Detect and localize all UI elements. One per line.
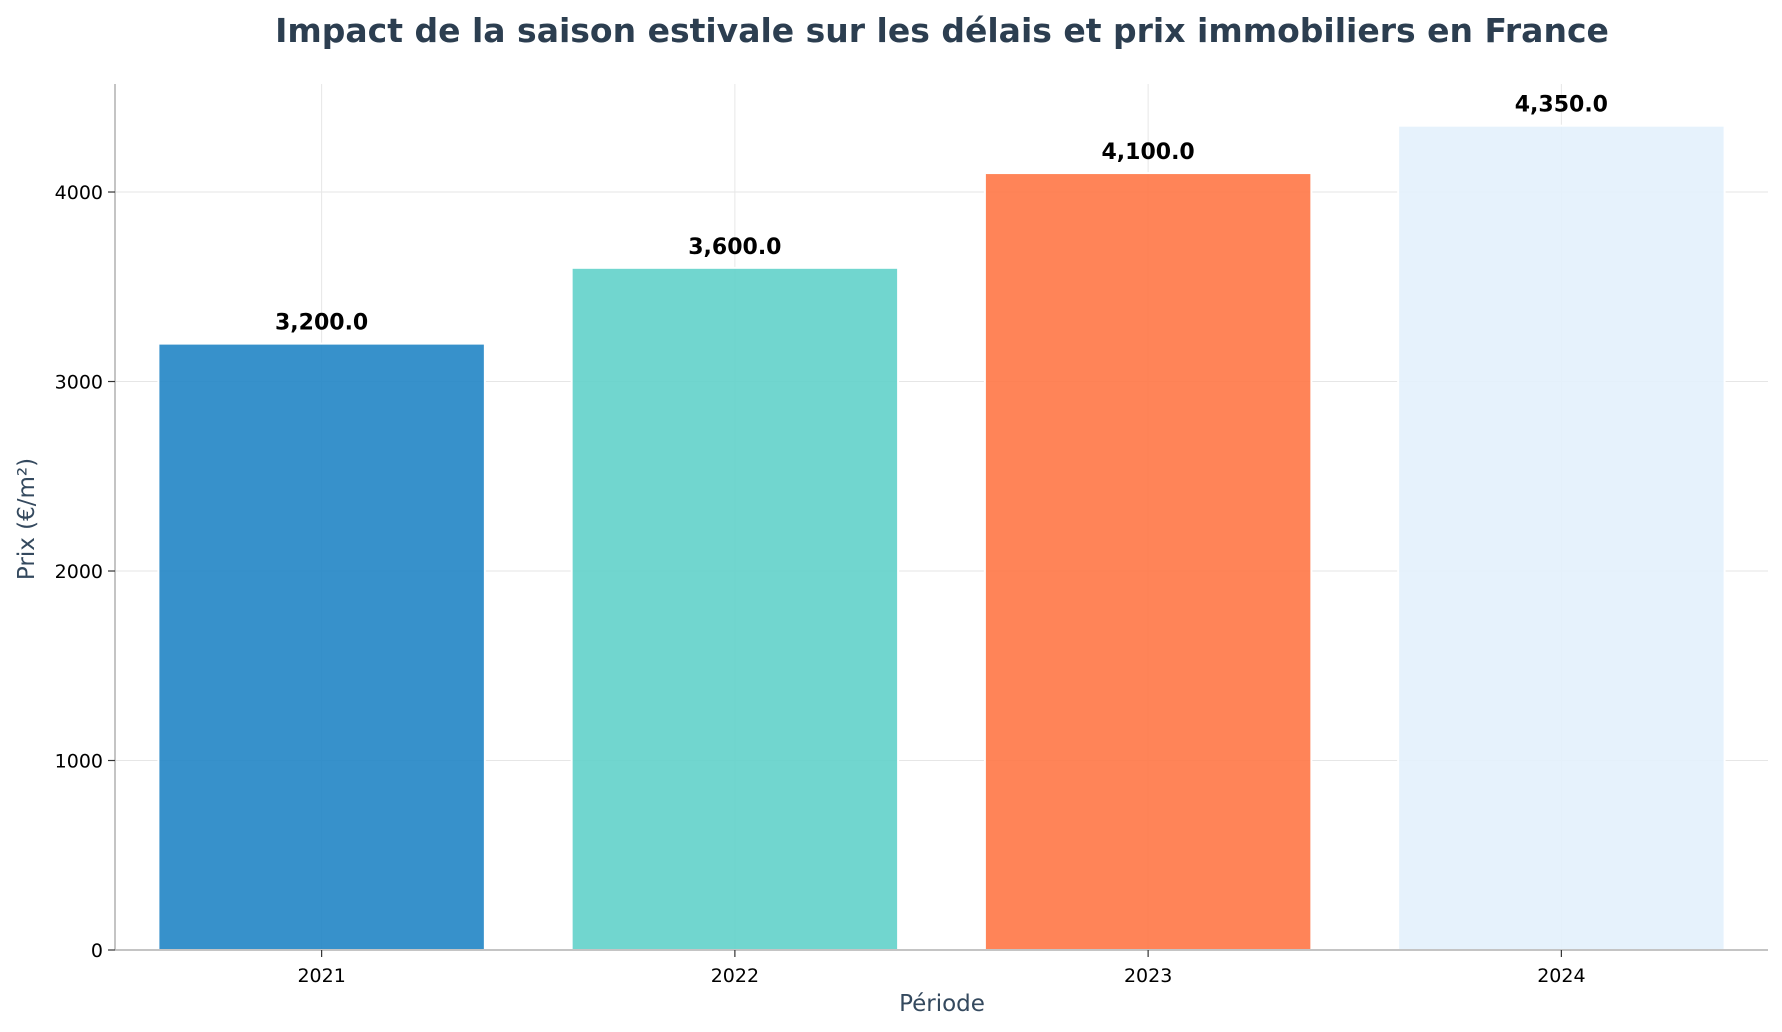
axes: [114, 84, 1768, 951]
bar-2021: [157, 342, 486, 952]
bars-group: [157, 124, 1726, 952]
value-label-2024: 4,350.0: [1515, 93, 1608, 118]
y-tick-label-4: 4000: [55, 182, 103, 204]
value-label-2023: 4,100.0: [1101, 140, 1194, 165]
x-tick-label-2022: 2022: [711, 965, 759, 987]
y-tick-label-3: 3000: [55, 372, 103, 394]
y-tick-label-0: 0: [91, 940, 103, 962]
y-axis-label: Prix (€/m²): [14, 458, 40, 580]
bar-2023: [983, 172, 1313, 951]
x-tick-label-2024: 2024: [1537, 965, 1585, 987]
value-label-2021: 3,200.0: [275, 311, 368, 336]
bar-2024: [1397, 124, 1726, 952]
value-labels: 3,200.0 3,600.0 4,100.0 4,350.0: [275, 93, 1608, 336]
y-tick-label-1: 1000: [55, 751, 103, 773]
tick-labels: 0 1000 2000 3000 4000 2021 2022 2023 2024: [55, 182, 1586, 987]
y-tick-label-2: 2000: [55, 561, 103, 583]
x-tick-label-2023: 2023: [1124, 965, 1172, 987]
value-label-2022: 3,600.0: [688, 235, 781, 260]
x-axis-label: Période: [899, 991, 985, 1017]
x-tick-label-2021: 2021: [297, 965, 345, 987]
bar-2022: [570, 266, 900, 951]
chart-title: Impact de la saison estivale sur les dél…: [275, 11, 1609, 50]
